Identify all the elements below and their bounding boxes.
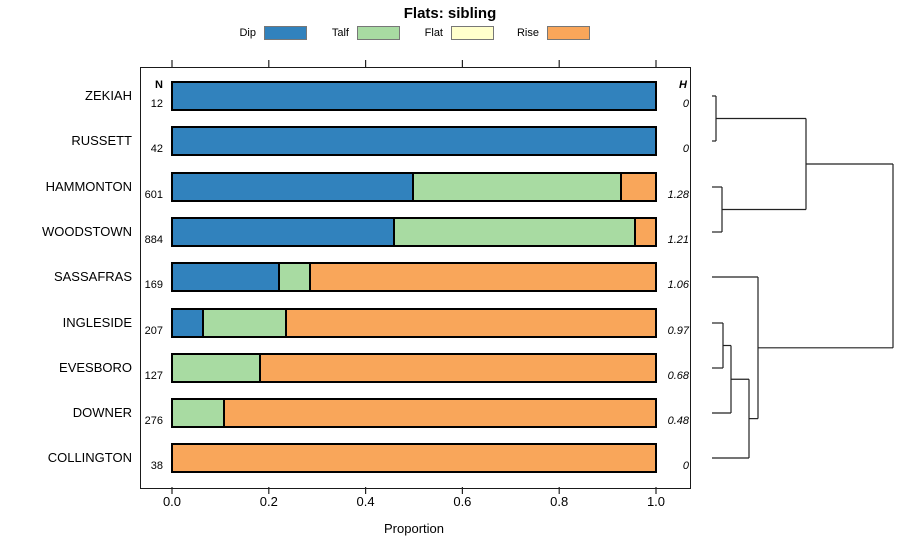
bar-segment-dip	[173, 128, 655, 154]
bar-segment-dip	[173, 264, 279, 290]
bar-segment-rise	[223, 400, 655, 426]
x-tick-label: 0.6	[453, 494, 472, 509]
h-value: 1.06	[667, 279, 689, 291]
bar-segment-dip	[173, 219, 393, 245]
h-value: 1.21	[667, 234, 689, 246]
bar-segment-rise	[259, 355, 655, 381]
legend-label-talf: Talf	[331, 27, 349, 39]
stacked-bar-collington	[171, 443, 657, 473]
stacked-bar-russett	[171, 126, 657, 156]
bar-segment-dip	[173, 310, 202, 336]
x-tick-label: 0.4	[356, 494, 375, 509]
n-value: 42	[150, 143, 163, 155]
h-value: 0	[682, 143, 689, 155]
h-value: 0.68	[667, 370, 689, 382]
x-tick-label: 1.0	[646, 494, 666, 509]
h-value: 0	[682, 98, 689, 110]
bar-segment-rise	[173, 445, 655, 471]
n-value: 276	[144, 415, 163, 427]
bar-segment-talf	[278, 264, 309, 290]
bar-segment-talf	[412, 174, 620, 200]
bar-segment-rise	[633, 219, 655, 245]
stacked-bar-evesboro	[171, 353, 657, 383]
h-value: 0.97	[667, 325, 689, 337]
bar-segment-talf	[173, 400, 224, 426]
legend-swatch-rise	[547, 26, 590, 40]
legend-swatch-flat	[451, 26, 494, 40]
h-value: 1.28	[667, 189, 689, 201]
chart-title: Flats: sibling	[403, 5, 497, 22]
stacked-bar-hammonton	[171, 172, 657, 202]
h-value: 0.48	[667, 415, 689, 427]
x-tick-label: 0.2	[259, 494, 278, 509]
n-value: 169	[144, 279, 163, 291]
row-label-downer: DOWNER	[72, 405, 132, 420]
bar-segment-dip	[173, 83, 655, 109]
row-label-russett: RUSSETT	[71, 133, 132, 148]
legend-swatch-talf	[357, 26, 400, 40]
bar-segment-rise	[619, 174, 655, 200]
row-label-woodstown: WOODSTOWN	[41, 224, 132, 239]
bar-segment-talf	[201, 310, 285, 336]
n-value: 884	[144, 234, 163, 246]
n-value: 12	[150, 98, 163, 110]
legend-swatch-dip	[264, 26, 307, 40]
x-tick-label: 0.0	[162, 494, 182, 509]
bar-segment-talf	[173, 355, 260, 381]
h-value: 0	[682, 460, 689, 472]
stacked-bar-zekiah	[171, 81, 657, 111]
stacked-bar-woodstown	[171, 217, 657, 247]
bar-segment-dip	[173, 174, 412, 200]
n-value: 127	[144, 370, 163, 382]
legend-label-rise: Rise	[516, 27, 539, 39]
h-column-header: H	[679, 79, 687, 91]
stacked-bar-ingleside	[171, 308, 657, 338]
row-label-sassafras: SASSAFRAS	[53, 269, 132, 284]
bar-segment-rise	[308, 264, 655, 290]
bar-segment-rise	[284, 310, 655, 336]
row-label-zekiah: ZEKIAH	[85, 88, 132, 103]
x-tick-label: 0.8	[550, 494, 569, 509]
stacked-bar-downer	[171, 398, 657, 428]
row-label-ingleside: INGLESIDE	[62, 315, 132, 330]
bar-segment-talf	[392, 219, 634, 245]
n-value: 601	[144, 189, 163, 201]
plot-area	[140, 67, 691, 489]
n-value: 207	[144, 325, 163, 337]
n-value: 38	[150, 460, 163, 472]
stacked-bar-sassafras	[171, 262, 657, 292]
legend-label-flat: Flat	[424, 27, 443, 39]
row-label-collington: COLLINGTON	[47, 450, 132, 465]
row-label-evesboro: EVESBORO	[59, 360, 132, 375]
x-axis-title: Proportion	[384, 521, 444, 536]
n-column-header: N	[155, 79, 163, 91]
row-label-hammonton: HAMMONTON	[45, 179, 132, 194]
legend-label-dip: Dip	[239, 27, 256, 39]
